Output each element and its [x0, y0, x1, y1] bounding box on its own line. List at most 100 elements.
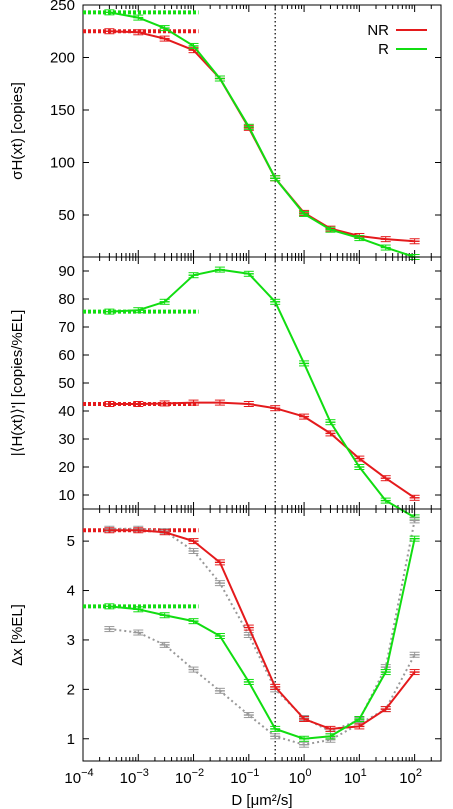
- data-point-r: [159, 298, 170, 305]
- series-line-r: [109, 11, 415, 258]
- y-tick-label: 250: [50, 0, 75, 14]
- data-point-nr: [243, 401, 254, 407]
- data-point-r: [409, 535, 420, 542]
- data-point-nr: [270, 683, 281, 690]
- data-point-r: [325, 733, 336, 740]
- data-point-r: [188, 618, 199, 625]
- legend-label-r: R: [378, 41, 389, 58]
- y-tick-label: 60: [58, 347, 75, 364]
- data-point-r: [354, 716, 365, 722]
- data-point-nr: [104, 527, 115, 534]
- y-tick-label: 70: [58, 319, 75, 336]
- data-point-series-4: [188, 666, 199, 673]
- data-point-nr: [133, 29, 144, 36]
- y-axis-label: Δx [%EL]: [9, 604, 26, 666]
- data-point-series-4: [243, 712, 254, 719]
- data-point-r: [380, 497, 391, 504]
- data-point-r: [104, 9, 115, 16]
- data-point-nr: [325, 430, 336, 437]
- y-axis-label: |⟨H(xt)⟩'| [copies/%EL]: [9, 310, 26, 457]
- data-point-series-4: [214, 687, 225, 694]
- data-point-nr: [159, 529, 170, 536]
- data-point-nr: [354, 723, 365, 730]
- series-line-r: [109, 538, 416, 740]
- data-point-nr: [380, 236, 391, 243]
- series-line-nr: [109, 30, 415, 243]
- data-point-r: [104, 603, 115, 610]
- data-point-nr: [104, 401, 115, 407]
- panel-1: 50 100 150 200 250 σH(xt) [copies]: [9, 0, 442, 260]
- data-point-nr: [214, 399, 225, 406]
- series-line-series-3: [109, 520, 416, 733]
- data-point-r: [159, 25, 170, 32]
- data-point-r: [270, 725, 281, 732]
- data-point-series-4: [299, 741, 310, 748]
- data-point-series-4: [270, 733, 281, 740]
- y-axis-label: σH(xt) [copies]: [9, 82, 26, 180]
- data-point-nr: [299, 413, 310, 420]
- y-tick-label: 5: [67, 533, 75, 550]
- data-point-r: [270, 175, 281, 182]
- data-point-series-4: [104, 626, 115, 633]
- y-tick-label: 150: [50, 102, 75, 119]
- y-tick-label: 100: [50, 155, 75, 172]
- data-point-nr: [270, 405, 281, 412]
- plot-frame: [82, 256, 442, 510]
- data-point-r: [214, 632, 225, 639]
- data-point-nr: [409, 238, 420, 245]
- data-point-r: [104, 308, 115, 315]
- data-point-nr: [188, 399, 199, 406]
- data-point-r: [380, 244, 391, 251]
- data-point-nr: [243, 624, 254, 631]
- data-point-series-3: [409, 517, 420, 524]
- y-tick-label: 3: [67, 632, 75, 649]
- panel-3: 1 2 3 4 5 Δx [%EL]: [9, 508, 442, 762]
- data-point-r: [133, 307, 144, 314]
- y-tick-label: 20: [58, 459, 75, 476]
- data-point-r: [133, 14, 144, 21]
- data-point-r: [299, 210, 310, 217]
- data-point-r: [214, 266, 225, 273]
- series-line-r: [109, 268, 416, 519]
- data-point-r: [159, 612, 170, 619]
- data-point-nr: [409, 494, 420, 501]
- data-point-nr: [409, 669, 420, 676]
- x-tick-label: 100: [289, 767, 312, 787]
- series-line-series-4: [109, 628, 416, 746]
- data-point-r: [243, 123, 254, 130]
- data-point-r: [188, 42, 199, 49]
- x-tick-label: 10−1: [230, 767, 259, 787]
- x-tick-label: 10−3: [120, 767, 149, 787]
- y-tick-label: 10: [58, 487, 75, 504]
- data-point-r: [354, 235, 365, 242]
- data-point-nr: [104, 28, 115, 35]
- y-tick-label: 50: [58, 375, 75, 392]
- data-point-r: [133, 606, 144, 613]
- y-tick-label: 90: [58, 263, 75, 280]
- x-tick-label: 102: [399, 767, 422, 787]
- y-tick-label: 80: [58, 291, 75, 308]
- data-point-r: [188, 272, 199, 279]
- y-tick-label: 200: [50, 50, 75, 67]
- data-point-series-4: [409, 651, 420, 658]
- data-point-r: [243, 270, 254, 277]
- data-point-r: [325, 419, 336, 426]
- y-tick-label: 2: [67, 681, 75, 698]
- legend-label-nr: NR: [367, 22, 389, 39]
- data-point-r: [214, 75, 225, 82]
- data-point-series-4: [159, 641, 170, 648]
- y-tick-label: 50: [58, 207, 75, 224]
- plot-frame: [82, 508, 442, 762]
- data-point-series-4: [133, 629, 144, 636]
- data-point-r: [299, 735, 310, 742]
- legend: NR R: [367, 22, 427, 58]
- data-point-nr: [380, 475, 391, 482]
- data-point-nr: [133, 401, 144, 407]
- y-tick-label: 30: [58, 431, 75, 448]
- panel-2: 10 20 30 40 50 60 70 80 90 |⟨H(xt)⟩'| [copies/%EL…: [9, 256, 442, 521]
- data-point-nr: [214, 559, 225, 566]
- data-point-series-3: [214, 580, 225, 587]
- x-tick-label: 101: [344, 767, 367, 787]
- data-point-r: [380, 669, 391, 676]
